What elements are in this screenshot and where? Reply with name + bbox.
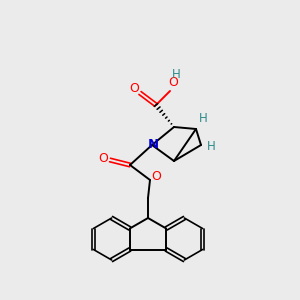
Text: H: H — [199, 112, 207, 125]
Text: N: N — [147, 139, 159, 152]
Text: O: O — [168, 76, 178, 89]
Text: H: H — [172, 68, 180, 80]
Text: H: H — [207, 140, 215, 152]
Text: O: O — [151, 170, 161, 184]
Text: O: O — [129, 82, 139, 94]
Text: O: O — [98, 152, 108, 166]
